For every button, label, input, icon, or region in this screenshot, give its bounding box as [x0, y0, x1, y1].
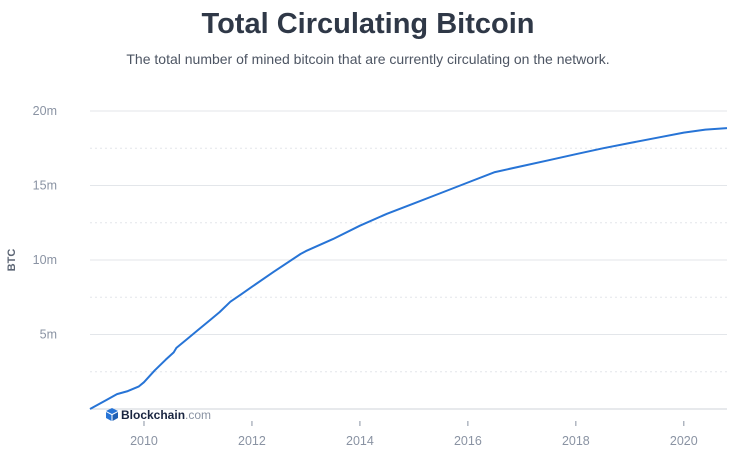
x-tick-label: 2018: [562, 434, 590, 448]
x-tick-label: 2020: [670, 434, 698, 448]
y-tick-label: 15m: [33, 179, 57, 193]
series-line-btc: [89, 127, 728, 410]
y-tick-label: 20m: [33, 104, 57, 118]
x-tick-label: 2016: [454, 434, 482, 448]
x-tick-label: 2014: [346, 434, 374, 448]
chart-title: Total Circulating Bitcoin: [201, 8, 535, 40]
y-tick-label: 10m: [33, 253, 57, 267]
x-tick-label: 2012: [238, 434, 266, 448]
blockchain-logo[interactable]: Blockchain.com: [106, 408, 211, 422]
x-tick-label: 2010: [130, 434, 158, 448]
brand-suffix: .com: [185, 408, 211, 422]
x-axis-ticks: 2010 2012 2014 2016 2018 2020: [90, 408, 727, 448]
blockchain-cube-icon: [106, 408, 118, 421]
series-layer: [89, 127, 728, 410]
brand-name: Blockchain: [121, 408, 185, 422]
y-axis-ticks: 5m 10m 15m 20m: [33, 104, 57, 342]
grid-lines: [90, 110, 727, 373]
svg-text:Blockchain.com: Blockchain.com: [121, 408, 211, 422]
y-axis-label: BTC: [6, 249, 18, 272]
chart-subtitle: The total number of mined bitcoin that a…: [126, 51, 610, 67]
y-tick-label: 5m: [40, 328, 57, 342]
